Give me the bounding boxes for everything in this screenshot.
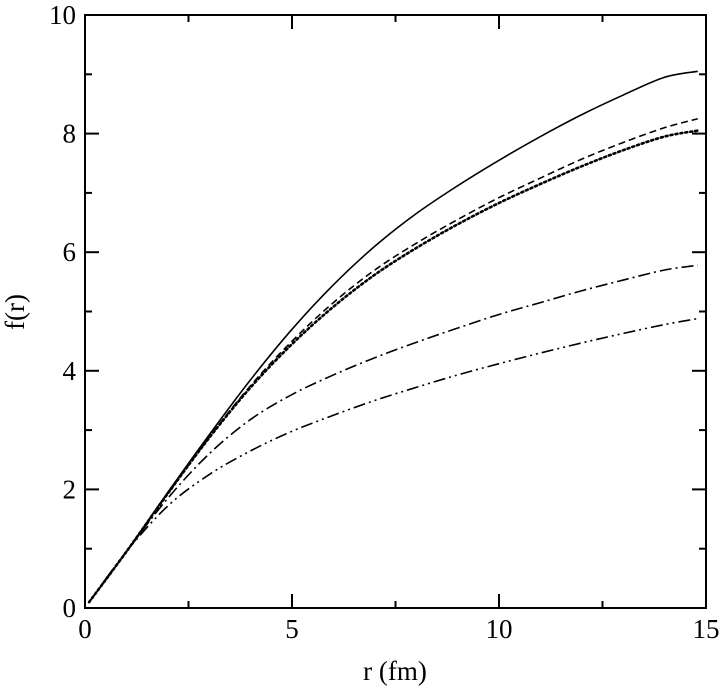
axis-ticks (84, 14, 707, 609)
y-tick-label: 0 (63, 593, 77, 623)
x-tick-label: 0 (78, 614, 92, 644)
series-line-5-dash-dot-dot (88, 317, 698, 603)
x-axis-title: r (fm) (363, 656, 427, 686)
series-line-4-dash-dot (88, 264, 698, 603)
series-line-2-dashed (88, 118, 698, 603)
x-tick-label: 15 (693, 614, 720, 644)
y-tick-label: 6 (63, 237, 77, 267)
y-tick-label: 8 (63, 119, 77, 149)
x-tick-label: 10 (486, 614, 513, 644)
x-tick-label: 5 (285, 614, 299, 644)
plot-frame (84, 14, 707, 609)
y-axis-title: f(r) (0, 294, 30, 330)
series-line-3-dotted (87, 129, 700, 604)
series-line-1-solid (88, 70, 698, 603)
y-tick-label: 2 (63, 474, 77, 504)
series-lines (87, 70, 700, 604)
y-tick-label: 10 (49, 0, 76, 30)
y-tick-label: 4 (63, 356, 77, 386)
axis-tick-labels: 0 5 10 15 0 2 4 6 8 10 (49, 0, 720, 644)
